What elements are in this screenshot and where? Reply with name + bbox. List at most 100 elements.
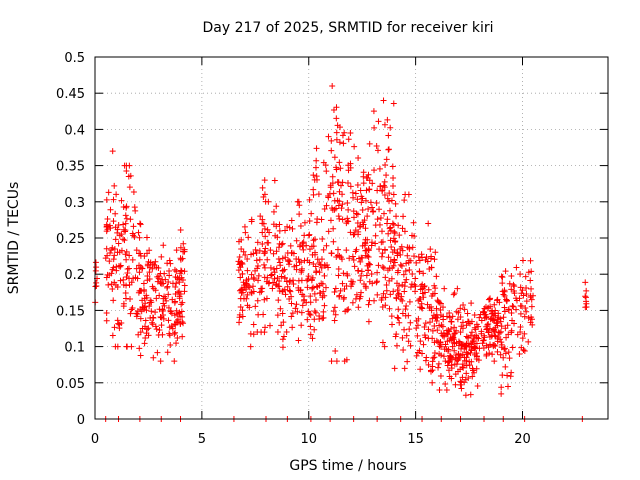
data-point [125,173,132,180]
data-point [390,174,397,181]
data-point [107,249,114,256]
data-point [373,142,380,149]
data-point [339,132,346,139]
data-point [497,315,504,322]
data-point [126,184,133,191]
data-point [431,354,438,361]
data-point [320,246,327,253]
data-point [455,309,462,316]
data-point [347,130,354,137]
data-point [306,259,313,266]
data-point [330,238,337,245]
data-point [274,312,281,319]
data-point [238,259,245,266]
data-point [403,332,410,339]
data-point [278,273,285,280]
data-point [421,324,428,331]
data-point [325,264,332,271]
data-point [284,223,291,230]
data-point [308,243,315,250]
data-point [351,263,358,270]
data-point [331,304,338,311]
data-point [341,286,348,293]
data-point [349,281,356,288]
data-point [109,244,116,251]
data-point [437,306,444,313]
data-point [439,304,446,311]
data-point [276,277,283,284]
data-point [109,332,116,339]
data-point [436,350,443,357]
data-point [434,327,441,334]
data-point [124,269,131,276]
y-tick-label: 0.3 [64,196,85,211]
data-point [163,297,170,304]
data-point [295,337,302,344]
data-point [451,361,458,368]
data-point [484,325,491,332]
data-point [414,332,421,339]
data-point [179,333,186,340]
data-point [277,305,284,312]
data-point [142,323,149,330]
data-point [104,216,111,223]
data-point [411,233,418,240]
data-point [247,330,254,337]
data-point [449,313,456,320]
data-point [310,191,317,198]
data-point [115,320,122,327]
data-point [504,322,511,329]
data-point [175,316,182,323]
data-point [117,263,124,270]
data-point [272,232,279,239]
data-point [393,342,400,349]
data-point [281,286,288,293]
data-point [486,341,493,348]
data-point [489,351,496,358]
data-point [164,283,171,290]
data-point [154,349,161,356]
data-point [383,172,390,179]
data-point [352,190,359,197]
data-point [127,296,134,303]
data-point [420,270,427,277]
data-point [473,355,480,362]
data-point [123,215,130,222]
data-point [483,351,490,358]
data-point [386,198,393,205]
data-point [109,285,116,292]
data-point [173,340,180,347]
data-point [323,242,330,249]
data-point [365,318,372,325]
data-point [378,294,385,301]
data-point [317,261,324,268]
data-point [380,97,387,104]
data-point [174,334,181,341]
data-point [471,369,478,376]
data-point [366,140,373,147]
data-point [346,255,353,262]
data-point [310,237,317,244]
data-point [388,243,395,250]
data-point [276,283,283,290]
data-point [413,317,420,324]
data-point [513,306,520,313]
data-point [440,313,447,320]
data-point [277,262,284,269]
data-point [319,280,326,287]
data-point [446,314,453,321]
data-point [121,162,128,169]
data-point [432,249,439,256]
data-point [374,216,381,223]
data-point [407,284,414,291]
data-point [400,347,407,354]
data-point [487,316,494,323]
data-point [235,238,242,245]
data-point [282,291,289,298]
data-point [463,322,470,329]
data-point [370,108,377,115]
data-point [442,380,449,387]
data-point [480,344,487,351]
data-point [173,247,180,254]
data-point [176,293,183,300]
